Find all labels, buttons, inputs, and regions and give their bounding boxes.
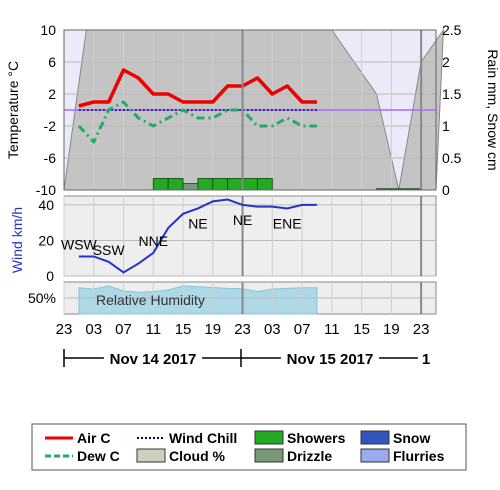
x-tick-label: 19 bbox=[204, 321, 221, 338]
precip-bar-drizzle bbox=[182, 183, 199, 191]
rain-tick-label: 0.5 bbox=[442, 150, 462, 166]
legend-label: Drizzle bbox=[287, 448, 332, 464]
rain-axis-label: Rain mm, Snow cm bbox=[485, 49, 500, 170]
legend-label: Dew C bbox=[77, 448, 120, 464]
wind-tick-label: 0 bbox=[46, 268, 54, 284]
wind-plot-bg bbox=[63, 195, 437, 277]
wind-direction-label: SSW bbox=[93, 242, 126, 258]
wind-axis-label: Wind km/h bbox=[9, 207, 25, 273]
x-tick-label: 03 bbox=[85, 321, 102, 338]
legend-label: Wind Chill bbox=[169, 430, 237, 446]
temperature-axis-label: Temperature °C bbox=[5, 61, 21, 159]
wind-direction-label: NNE bbox=[138, 233, 168, 249]
temperature-tick-label: -6 bbox=[44, 150, 57, 166]
precip-bar-showers bbox=[257, 178, 273, 191]
legend-label: Cloud % bbox=[169, 448, 226, 464]
x-tick-label: 23 bbox=[234, 321, 251, 338]
date-label: Nov 14 2017 bbox=[110, 351, 197, 368]
legend-swatch-drizzle bbox=[254, 448, 284, 463]
humidity-label: Relative Humidity bbox=[96, 292, 205, 308]
series-dew-c bbox=[77, 100, 317, 144]
precip-bar-showers bbox=[242, 178, 258, 191]
temperature-tick-label: 6 bbox=[48, 54, 56, 70]
x-tick-label: 07 bbox=[115, 321, 132, 338]
x-tick-label: 07 bbox=[294, 321, 311, 338]
temperature-plot-frame bbox=[63, 29, 437, 191]
legend-label: Flurries bbox=[393, 448, 445, 464]
temperature-tick-label: -2 bbox=[44, 118, 57, 134]
x-tick-label: 19 bbox=[383, 321, 400, 338]
rain-tick-label: 2 bbox=[442, 54, 450, 70]
legend-box bbox=[31, 423, 467, 471]
x-tick-label: 11 bbox=[145, 321, 161, 338]
temperature-tick-label: -10 bbox=[36, 182, 56, 198]
precip-bar-showers bbox=[197, 178, 214, 191]
precip-bar-showers bbox=[167, 178, 184, 191]
legend-swatch-cloud- bbox=[136, 448, 166, 463]
wind-direction-label: NE bbox=[322, 0, 341, 3]
date-label-bg bbox=[417, 349, 435, 367]
date-label: Nov 15 2017 bbox=[287, 351, 374, 368]
wind-direction-label: WSW bbox=[61, 236, 98, 252]
legend-swatch-snow bbox=[360, 430, 390, 445]
precip-bar-showers bbox=[212, 178, 229, 191]
wind-direction-label: NE bbox=[233, 212, 252, 228]
legend-label: Air C bbox=[77, 430, 110, 446]
precip-bar-showers bbox=[152, 178, 169, 191]
wind-direction-label: NNE bbox=[391, 0, 421, 3]
x-tick-label: 15 bbox=[353, 321, 370, 338]
temperature-tick-label: 10 bbox=[40, 22, 56, 38]
x-tick-label: 11 bbox=[324, 321, 340, 338]
x-tick-label: 03 bbox=[264, 321, 281, 338]
date-label-bg bbox=[280, 349, 380, 367]
wind-tick-label: 20 bbox=[38, 232, 54, 248]
date-label: 1 bbox=[422, 351, 430, 368]
x-tick-label: 23 bbox=[56, 321, 73, 338]
wind-direction-label: ENE bbox=[273, 215, 302, 231]
wind-direction-label: NNE bbox=[362, 0, 392, 3]
humidity-tick-label: 50% bbox=[28, 290, 56, 306]
series-wind bbox=[78, 198, 317, 274]
rain-tick-label: 1.5 bbox=[442, 86, 462, 102]
rain-tick-label: 1 bbox=[442, 118, 450, 134]
legend-swatch-flurries bbox=[360, 448, 390, 463]
precip-bar-showers bbox=[227, 178, 243, 191]
series-air-c bbox=[78, 68, 317, 108]
date-label-bg bbox=[103, 349, 203, 367]
x-tick-label: 23 bbox=[413, 321, 430, 338]
temperature-tick-label: 2 bbox=[48, 86, 56, 102]
wind-tick-label: 40 bbox=[38, 197, 54, 213]
legend-label: Snow bbox=[393, 430, 430, 446]
humidity-area bbox=[78, 285, 318, 315]
wind-direction-label: NE bbox=[188, 215, 207, 231]
rain-tick-label: 0 bbox=[442, 182, 450, 198]
legend-swatch-showers bbox=[254, 430, 284, 445]
rain-tick-label: 2.5 bbox=[442, 22, 462, 38]
legend-label: Showers bbox=[287, 430, 346, 446]
x-tick-label: 15 bbox=[175, 321, 192, 338]
